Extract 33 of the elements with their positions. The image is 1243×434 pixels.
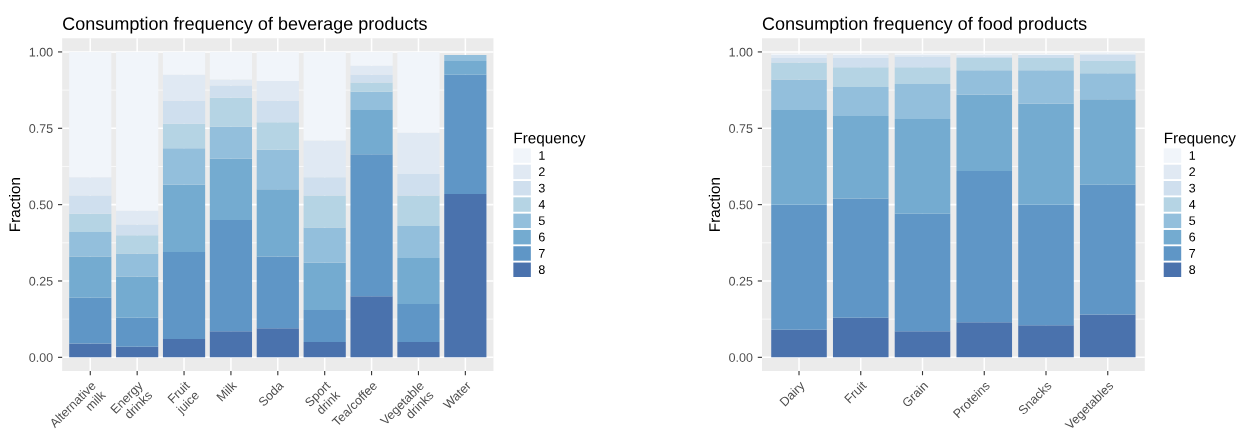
y-tick-label: 0.50 <box>29 200 53 210</box>
legend-label: 8 <box>538 265 545 275</box>
chart-title: Consumption frequency of food products <box>762 16 1087 34</box>
legend-label: 3 <box>1189 183 1196 193</box>
legend-label: 6 <box>1189 232 1196 242</box>
legend-label: 4 <box>538 200 545 209</box>
y-tick-label: 0.25 <box>729 276 753 286</box>
legend-label: 4 <box>1189 200 1196 209</box>
legend-title: Frequency <box>1164 132 1236 147</box>
legend-label: 7 <box>538 249 545 258</box>
y-axis-title: Fraction <box>9 178 21 231</box>
legend-label: 3 <box>538 183 545 193</box>
y-tick-label: 0.00 <box>29 353 53 362</box>
legend-label: 1 <box>539 151 545 160</box>
x-tick-label: Milk <box>215 380 238 402</box>
legend-label: 6 <box>538 232 545 242</box>
legend-label: 2 <box>1189 167 1196 177</box>
legend-label: 1 <box>1189 151 1196 160</box>
y-tick-label: 1.00 <box>29 47 53 57</box>
y-tick-label: 1.00 <box>729 47 753 57</box>
legend-label: 8 <box>1189 265 1196 275</box>
y-tick-label: 0.75 <box>729 124 753 133</box>
legend-label: 5 <box>538 216 545 226</box>
legend-label: 2 <box>538 167 545 177</box>
y-tick-label: 0.50 <box>729 200 753 210</box>
legend-label: 5 <box>1189 216 1196 226</box>
y-tick-label: 0.25 <box>29 276 53 286</box>
legend-label: 7 <box>1189 249 1196 258</box>
legend-title: Frequency <box>514 132 586 147</box>
y-tick-label: 0.75 <box>29 124 53 133</box>
chart-title: Consumption frequency of beverage products <box>63 16 427 34</box>
y-tick-label: 0.00 <box>729 353 753 362</box>
y-axis-title: Fraction <box>708 178 721 231</box>
